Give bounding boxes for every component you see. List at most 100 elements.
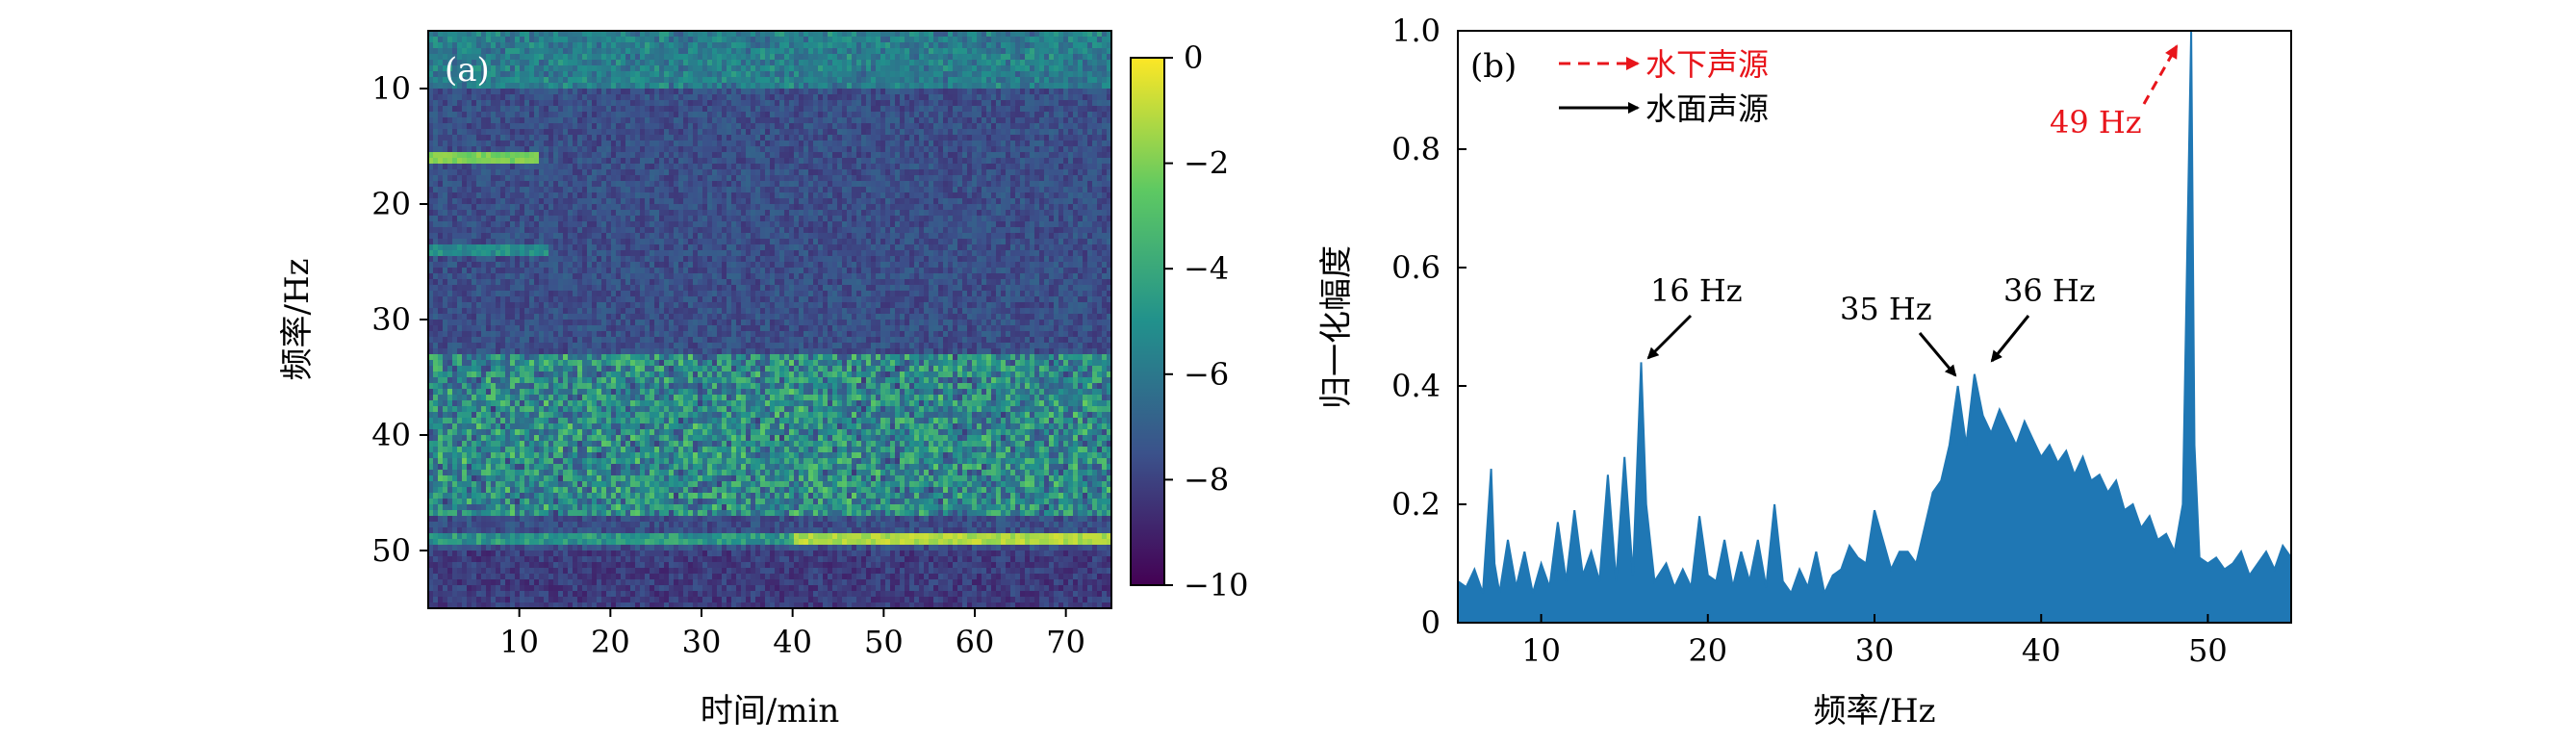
heatmap-cell — [702, 187, 708, 193]
heatmap-cell — [823, 227, 829, 234]
heatmap-cell — [1092, 129, 1098, 136]
heatmap-cell — [693, 175, 699, 182]
heatmap-cell — [847, 146, 853, 153]
heatmap-cell — [621, 117, 626, 124]
heatmap-cell — [760, 221, 766, 228]
heatmap-cell — [1034, 152, 1040, 159]
heatmap-cell — [534, 158, 540, 165]
heatmap-cell — [775, 117, 780, 124]
heatmap-cell — [828, 31, 833, 38]
heatmap-cell — [702, 169, 708, 176]
heatmap-cell — [592, 42, 598, 49]
heatmap-cell — [654, 42, 660, 49]
heatmap-cell — [832, 216, 838, 222]
heatmap-cell — [727, 77, 732, 84]
heatmap-cell — [447, 60, 453, 66]
heatmap-cell — [1097, 117, 1103, 124]
heatmap-cell — [900, 129, 905, 136]
heatmap-cell — [486, 65, 492, 72]
heatmap-cell — [991, 227, 997, 234]
heatmap-cell — [573, 221, 578, 228]
heatmap-cell — [1001, 31, 1007, 38]
heatmap-cell — [452, 94, 458, 101]
heatmap-cell — [789, 227, 795, 234]
heatmap-cell — [741, 54, 747, 61]
heatmap-cell — [558, 216, 564, 222]
heatmap-cell — [1020, 60, 1026, 66]
heatmap-cell — [625, 187, 631, 193]
heatmap-cell — [1010, 210, 1016, 217]
heatmap-cell — [573, 181, 578, 188]
heatmap-cell — [452, 192, 458, 199]
heatmap-cell — [524, 54, 530, 61]
heatmap-cell — [577, 77, 583, 84]
heatmap-cell — [880, 117, 886, 124]
heatmap-cell — [496, 83, 501, 90]
heatmap-cell — [539, 65, 545, 72]
heatmap-cell — [895, 129, 901, 136]
heatmap-cell — [573, 169, 578, 176]
heatmap-cell — [832, 117, 838, 124]
heatmap-cell — [736, 117, 742, 124]
heatmap-cell — [962, 146, 968, 153]
heatmap-cell — [852, 129, 857, 136]
heatmap-cell — [592, 175, 598, 182]
heatmap-cell — [1034, 31, 1040, 38]
heatmap-cell — [529, 233, 535, 240]
heatmap-cell — [972, 169, 978, 176]
heatmap-cell — [650, 169, 655, 176]
heatmap-cell — [659, 123, 665, 130]
heatmap-cell — [1039, 169, 1045, 176]
heatmap-cell — [1083, 181, 1088, 188]
heatmap-cell — [982, 198, 987, 205]
heatmap-cell — [645, 100, 650, 107]
heatmap-cell — [698, 83, 703, 90]
heatmap-cell — [799, 141, 804, 147]
heatmap-cell — [467, 181, 472, 188]
heatmap-cell — [900, 42, 905, 49]
heatmap-cell — [481, 175, 487, 182]
heatmap-cell — [828, 146, 833, 153]
heatmap-cell — [582, 83, 588, 90]
heatmap-cell — [794, 158, 800, 165]
heatmap-cell — [895, 221, 901, 228]
heatmap-cell — [1025, 221, 1031, 228]
heatmap-cell — [880, 129, 886, 136]
heatmap-cell — [625, 94, 631, 101]
heatmap-cell — [476, 216, 482, 222]
heatmap-cell — [688, 175, 694, 182]
heatmap-cell — [914, 83, 920, 90]
heatmap-cell — [852, 152, 857, 159]
heatmap-cell — [1087, 158, 1093, 165]
heatmap-cell — [650, 54, 655, 61]
heatmap-cell — [953, 94, 958, 101]
heatmap-cell — [625, 117, 631, 124]
heatmap-cell — [842, 129, 848, 136]
heatmap-cell — [1087, 135, 1093, 141]
heatmap-cell — [972, 221, 978, 228]
heatmap-cell — [1030, 221, 1035, 228]
heatmap-cell — [544, 94, 549, 101]
heatmap-cell — [443, 42, 448, 49]
heatmap-cell — [611, 210, 617, 217]
heatmap-cell — [731, 106, 737, 113]
heatmap-cell — [909, 164, 915, 170]
heatmap-cell — [678, 94, 684, 101]
heatmap-cell — [491, 106, 497, 113]
heatmap-cell — [717, 204, 723, 211]
heatmap-cell — [693, 106, 699, 113]
heatmap-cell — [1058, 169, 1064, 176]
heatmap-cell — [938, 106, 944, 113]
heatmap-cell — [447, 77, 453, 84]
heatmap-cell — [828, 54, 833, 61]
heatmap-cell — [447, 135, 453, 141]
heatmap-cell — [433, 169, 439, 176]
heatmap-cell — [770, 117, 776, 124]
heatmap-cell — [1068, 198, 1074, 205]
heatmap-cell — [457, 169, 463, 176]
heatmap-cell — [630, 71, 636, 78]
heatmap-cell — [587, 204, 593, 211]
heatmap-cell — [852, 77, 857, 84]
heatmap-cell — [1010, 123, 1016, 130]
heatmap-cell — [1030, 181, 1035, 188]
